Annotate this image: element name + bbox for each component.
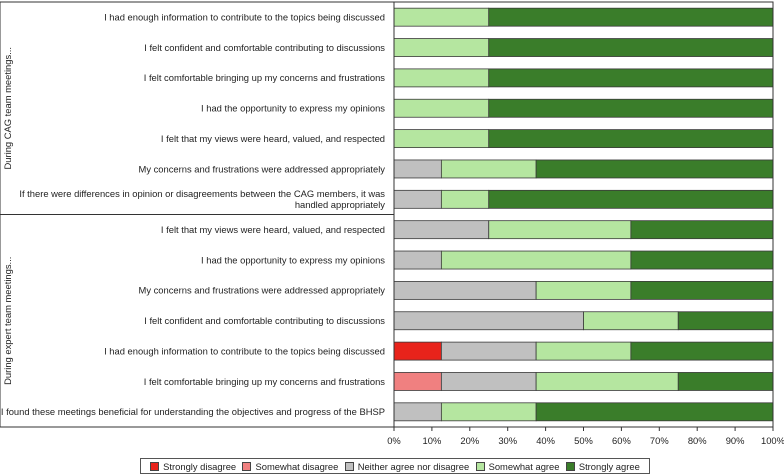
x-tick-label: 50% [574, 435, 593, 446]
row-label: If there were differences in opinion or … [19, 188, 385, 199]
bar-segment-neither-agree-nor-disagree [393, 311, 584, 331]
row-label: I had enough information to contribute t… [104, 11, 385, 22]
bar-segment-strongly-agree [488, 189, 774, 209]
bar-segment-strongly-agree [535, 402, 774, 422]
bar-segment-strongly-agree [488, 98, 774, 118]
bar-segment-somewhat-disagree [393, 372, 442, 391]
bar-segment-somewhat-agree [393, 68, 490, 88]
bar-segment-neither-agree-nor-disagree [393, 159, 442, 179]
bar-segment-somewhat-agree [535, 372, 679, 391]
bar-segment-neither-agree-nor-disagree [440, 341, 537, 361]
bar-segment-somewhat-agree [440, 250, 632, 270]
group-label: During expert team meetings... [2, 257, 13, 385]
x-tick-label: 0% [387, 435, 401, 446]
legend-label: Somewhat disagree [255, 460, 339, 472]
legend-swatch [344, 461, 354, 471]
x-tick-label: 30% [498, 435, 517, 446]
bar-segment-strongly-agree [535, 159, 774, 179]
bar-segment-somewhat-agree [535, 341, 632, 361]
group-label: During CAG team meetings... [2, 47, 13, 169]
bar-segment-neither-agree-nor-disagree [440, 372, 537, 391]
legend-item: Strongly disagree [150, 461, 236, 472]
legend-swatch [150, 461, 160, 471]
legend-swatch [242, 461, 252, 471]
bar-segment-somewhat-agree [440, 402, 537, 422]
row-label: I felt that my views were heard, valued,… [161, 224, 385, 235]
bar-segment-somewhat-agree [393, 7, 490, 27]
bar-segment-somewhat-agree [393, 129, 490, 149]
bar-segment-somewhat-agree [535, 280, 632, 300]
row-label: My concerns and frustrations were addres… [139, 285, 386, 296]
x-tick-label: 40% [536, 435, 555, 446]
bar-segment-strongly-agree [630, 341, 774, 361]
legend-swatch [565, 461, 575, 471]
row-label: I had the opportunity to express my opin… [201, 254, 385, 265]
legend-label: Strongly disagree [163, 460, 237, 472]
row-label: I felt comfortable bringing up my concer… [144, 376, 386, 387]
row-label: My concerns and frustrations were addres… [139, 163, 386, 174]
bar-segment-somewhat-agree [440, 189, 490, 209]
row-label: I had the opportunity to express my opin… [201, 103, 385, 114]
bar-segment-somewhat-agree [393, 98, 490, 118]
legend-label: Neither agree nor disagree [357, 460, 470, 472]
bar-segment-somewhat-agree [488, 220, 632, 240]
legend-label: Strongly agree [578, 460, 640, 472]
x-tick-label: 70% [650, 435, 669, 446]
bar-segment-strongly-agree [630, 280, 774, 300]
legend-item: Neither agree nor disagree [344, 460, 470, 472]
bar-segment-strongly-agree [677, 372, 774, 391]
x-tick-label: 10% [423, 435, 442, 446]
legend-item: Strongly agree [565, 460, 640, 472]
bar-segment-somewhat-agree [393, 38, 490, 57]
row-label: I had enough information to contribute t… [104, 345, 385, 356]
bar-segment-somewhat-agree [440, 159, 537, 179]
legend: Strongly disagree Somewhat disagree Neithe… [140, 458, 650, 474]
row-label: I felt comfortable bringing up my concer… [144, 72, 386, 83]
bar-segment-strongly-agree [488, 38, 774, 57]
legend-item: Somewhat disagree [242, 461, 338, 472]
x-tick-label: 20% [460, 435, 479, 446]
bar-segment-neither-agree-nor-disagree [393, 220, 490, 240]
bar-segment-strongly-disagree [393, 341, 442, 361]
bar-segment-neither-agree-nor-disagree [393, 250, 442, 270]
bar-segment-strongly-agree [677, 311, 774, 331]
bar-segment-strongly-agree [630, 250, 774, 270]
legend-swatch [475, 461, 485, 471]
bar-segment-neither-agree-nor-disagree [393, 402, 442, 422]
row-label: I felt that my views were heard, valued,… [161, 133, 385, 144]
bar-segment-strongly-agree [488, 7, 774, 27]
row-label: handled appropriately [295, 199, 385, 210]
bar-segment-neither-agree-nor-disagree [393, 280, 537, 300]
x-tick-label: 60% [612, 435, 631, 446]
x-tick-label: 100% [761, 435, 784, 446]
x-tick-label: 90% [726, 435, 745, 446]
bar-segment-strongly-agree [488, 129, 774, 149]
legend-label: Somewhat agree [488, 460, 560, 472]
row-label: I felt confident and comfortable contrib… [144, 315, 385, 326]
x-tick-label: 80% [688, 435, 707, 446]
bar-segment-neither-agree-nor-disagree [393, 189, 442, 209]
plot-frame [393, 1, 774, 428]
bar-segment-strongly-agree [630, 220, 774, 240]
row-label: I felt confident and comfortable contrib… [144, 42, 385, 53]
bar-segment-somewhat-agree [583, 311, 679, 331]
bar-segment-strongly-agree [488, 68, 774, 88]
legend-item: Somewhat agree [475, 460, 560, 472]
row-label: I found these meetings beneficial for un… [1, 406, 385, 417]
